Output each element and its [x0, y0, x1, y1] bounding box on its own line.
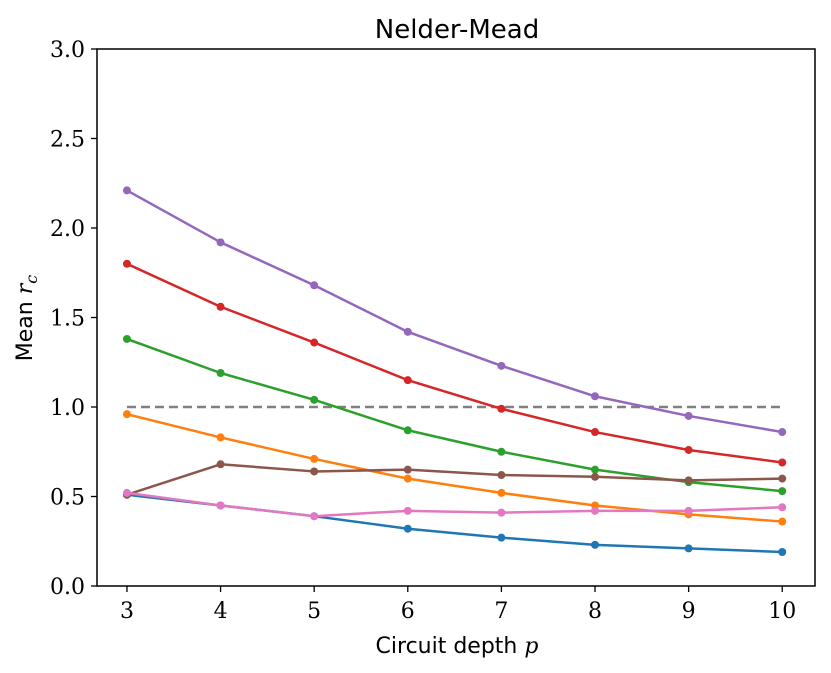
chart-title: Nelder-Mead — [375, 15, 539, 45]
series-brown-point — [778, 474, 787, 483]
series-green-point — [403, 426, 412, 435]
series-blue-point — [497, 533, 506, 542]
y-tick-label: 3.0 — [50, 38, 85, 63]
series-green-point — [778, 487, 787, 496]
series-green-point — [216, 368, 225, 377]
plot-area — [122, 186, 787, 556]
x-tick-label: 10 — [768, 599, 796, 624]
series-blue-point — [403, 524, 412, 533]
series-red-point — [778, 458, 787, 467]
series-brown-point — [403, 465, 412, 474]
series-green-point — [591, 465, 600, 474]
series-orange-line — [125, 412, 784, 523]
series-brown-point — [591, 472, 600, 481]
series-orange-point — [216, 433, 225, 442]
series-red — [122, 259, 787, 467]
series-orange-point — [403, 474, 412, 483]
series-pink-line — [125, 491, 784, 518]
series-brown-line — [125, 463, 784, 496]
y-tick-label: 2.5 — [50, 128, 85, 153]
series-orange-point — [778, 517, 787, 526]
series-red-point — [216, 302, 225, 311]
series-green-point — [310, 395, 319, 404]
series-green-point — [497, 447, 506, 456]
x-tick-label: 8 — [588, 599, 602, 624]
series-green-point — [122, 334, 131, 343]
series-purple-point — [403, 327, 412, 336]
series-orange-point — [122, 410, 131, 419]
x-tick-label: 4 — [214, 599, 228, 624]
axis-ticks: 3 4 5 6 7 8 9 10 0.0 0.5 1.0 1.5 2.0 2.5 3.0 — [50, 38, 796, 624]
series-purple-point — [778, 428, 787, 437]
y-axis-label-symbol: r — [13, 282, 38, 294]
x-tick-label: 5 — [307, 599, 321, 624]
y-tick-label: 1.5 — [50, 307, 85, 332]
series-purple-point — [122, 186, 131, 195]
x-axis-label-symbol: p — [524, 634, 538, 659]
series-pink-point — [684, 506, 693, 515]
series-brown-point — [310, 467, 319, 476]
series-pink-point — [778, 503, 787, 512]
series-pink-point — [591, 506, 600, 515]
series-red-point — [591, 428, 600, 437]
series-purple-point — [497, 361, 506, 370]
series-red-point — [310, 338, 319, 347]
x-tick-label: 6 — [401, 599, 415, 624]
series-red-point — [122, 259, 131, 268]
series-blue-point — [591, 540, 600, 549]
series-purple-line — [125, 189, 784, 434]
x-tick-label: 9 — [682, 599, 696, 624]
series-pink — [122, 488, 787, 521]
y-tick-label: 2.0 — [50, 217, 85, 242]
y-axis-label-text: Mean — [13, 301, 38, 361]
series-purple-point — [591, 392, 600, 401]
series-pink-point — [310, 512, 319, 521]
series-pink-point — [216, 501, 225, 510]
series-brown-point — [497, 471, 506, 480]
series-purple — [122, 186, 787, 437]
series-red-point — [497, 404, 506, 413]
x-tick-label: 7 — [494, 599, 508, 624]
series-blue-point — [684, 544, 693, 553]
y-tick-label: 1.0 — [50, 396, 85, 421]
series-purple-point — [216, 238, 225, 247]
series-pink-point — [497, 508, 506, 517]
series-red-line — [125, 262, 784, 464]
series-brown-point — [216, 460, 225, 469]
y-axis-label: Mean rc — [13, 275, 41, 361]
series-brown-point — [684, 476, 693, 485]
series-purple-point — [310, 281, 319, 290]
series-orange-point — [497, 488, 506, 497]
x-axis-label: Circuit depth p — [376, 634, 539, 659]
series-blue-point — [778, 547, 787, 556]
series-red-point — [684, 445, 693, 454]
series-purple-point — [684, 411, 693, 420]
series-orange-point — [310, 454, 319, 463]
x-tick-label: 3 — [120, 599, 134, 624]
y-tick-label: 0.0 — [50, 575, 85, 600]
series-red-point — [403, 376, 412, 385]
y-tick-label: 0.5 — [50, 486, 85, 511]
series-pink-point — [122, 488, 131, 497]
x-axis-label-text: Circuit depth — [376, 634, 518, 659]
series-pink-point — [403, 506, 412, 515]
y-axis-label-subscript: c — [22, 275, 41, 284]
